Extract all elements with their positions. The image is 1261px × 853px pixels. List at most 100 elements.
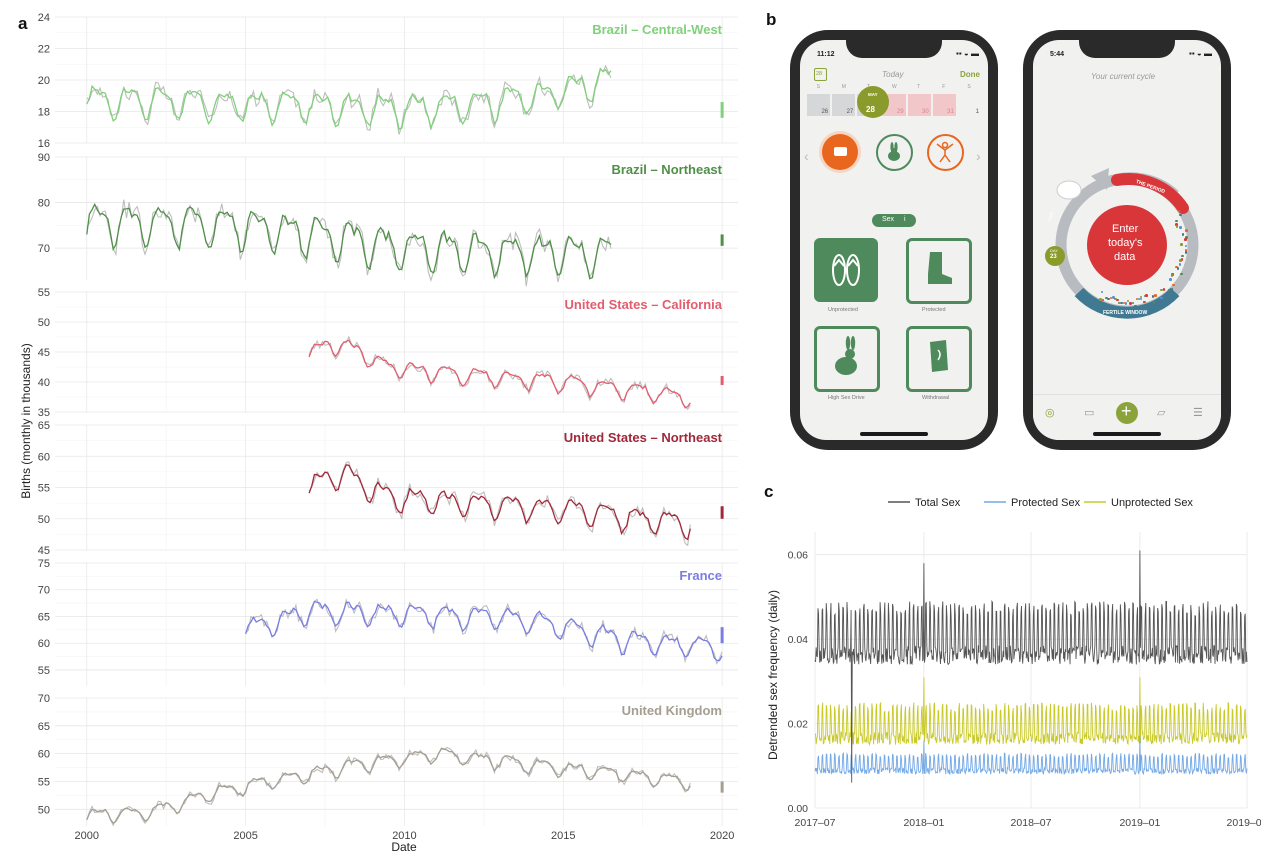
- facet-2: 35 40 45 50 55 United States – California: [38, 287, 738, 419]
- tab-chart-icon[interactable]: ▱: [1157, 407, 1166, 419]
- y-tick-label: 70: [38, 585, 50, 597]
- y-tick-label: 65: [38, 420, 50, 432]
- date-row: 26 27 28 29 30 31 1: [806, 94, 982, 118]
- y-tick-label: 55: [38, 483, 50, 495]
- y-tick-label: 50: [38, 317, 50, 329]
- range-bar: [720, 102, 724, 118]
- calendar-day-number: 30: [922, 109, 929, 115]
- calendar-day-cell[interactable]: 31: [932, 94, 956, 116]
- symptom-dot: [1169, 278, 1172, 281]
- option-withdrawal-tile[interactable]: [906, 326, 972, 392]
- weekday-row: SMTWTFS: [806, 84, 982, 94]
- calendar-day-number: 27: [846, 109, 854, 115]
- option-protected-tile[interactable]: [906, 238, 972, 304]
- category-activity-icon[interactable]: [927, 134, 964, 171]
- series-observed: [308, 461, 691, 547]
- section-pill[interactable]: [872, 214, 916, 227]
- symptom-dot: [1160, 296, 1163, 300]
- y-tick-label: 60: [38, 638, 50, 650]
- symptom-dot: [1122, 301, 1125, 304]
- range-bar: [720, 627, 724, 644]
- today-badge[interactable]: [857, 86, 889, 118]
- calendar-day-number: 26: [821, 109, 829, 115]
- home-indicator-2: [1093, 432, 1161, 436]
- symptom-dot: [1184, 251, 1188, 254]
- day-badge-num: 23: [1050, 254, 1057, 260]
- category-sexdrive-icon[interactable]: [876, 134, 913, 171]
- center-text-line3[interactable]: data: [1114, 251, 1136, 263]
- weekday-label: W: [892, 84, 897, 90]
- calendar-day-cell[interactable]: 1: [957, 94, 981, 116]
- calendar-icon[interactable]: [814, 68, 827, 81]
- panel-a-label: a: [18, 14, 28, 33]
- panel-b-label: b: [766, 10, 777, 29]
- tab-list-icon[interactable]: ☰: [1193, 407, 1203, 419]
- y-tick-label: 50: [38, 514, 50, 526]
- symptom-dot: [1105, 296, 1108, 300]
- symptom-dot: [1134, 304, 1137, 307]
- rabbit-icon: [835, 336, 857, 375]
- person-icon: [936, 141, 954, 163]
- home-indicator: [860, 432, 928, 436]
- phone-2-notch: [1079, 38, 1175, 58]
- y-tick-label: 0.04: [788, 634, 809, 646]
- calendar-day-cell[interactable]: 26: [807, 94, 831, 116]
- day-badge[interactable]: [1045, 246, 1065, 266]
- header-title: Today: [882, 70, 904, 79]
- y-tick-label: 80: [38, 198, 50, 210]
- x-tick-label: 2018–07: [1011, 817, 1052, 829]
- facet-4: 55 60 65 70 75 France: [38, 558, 738, 686]
- symptom-dot: [1184, 238, 1187, 241]
- symptom-dot: [1180, 272, 1183, 276]
- symptom-dot: [1131, 302, 1134, 305]
- symptom-dot: [1179, 213, 1182, 217]
- weekday-label: S: [967, 84, 971, 90]
- symptom-dot: [1160, 288, 1163, 292]
- symptom-dot: [1117, 301, 1121, 305]
- facet-3: 45 50 55 60 65 United States – Northeast: [38, 420, 738, 557]
- status-signal-icon: ▪▪ ◒ ▬: [956, 49, 979, 58]
- center-text-line1[interactable]: Enter: [1112, 223, 1139, 235]
- y-tick-label: 55: [38, 665, 50, 677]
- tab-calendar-icon[interactable]: ▭: [1084, 407, 1095, 419]
- add-entry-button[interactable]: [1116, 402, 1138, 424]
- x-tick-label: 2018–01: [903, 817, 944, 829]
- symptom-dot: [1127, 300, 1130, 303]
- calendar-day-cell[interactable]: 30: [907, 94, 931, 116]
- chevron-left-icon[interactable]: ‹: [804, 148, 809, 164]
- option-protected-label: Protected: [922, 307, 946, 313]
- symptom-dot: [1143, 294, 1146, 297]
- rabbit-icon-small: [888, 142, 900, 161]
- weekday-label: M: [841, 84, 846, 90]
- weekday-label: F: [942, 84, 946, 90]
- tab-cycle-icon[interactable]: ◎: [1045, 407, 1055, 419]
- done-button[interactable]: Done: [960, 70, 980, 79]
- section-pill-info: i: [904, 216, 906, 223]
- symptom-dot: [1124, 302, 1128, 305]
- x-tick-label: 2010: [392, 830, 416, 842]
- calendar-day-cell[interactable]: 27: [832, 94, 856, 116]
- symptom-dot: [1181, 233, 1185, 236]
- symptom-dot: [1116, 298, 1119, 301]
- facet-title: Brazil – Northeast: [611, 162, 722, 177]
- y-tick-label: 35: [38, 407, 50, 419]
- day-badge-top: DAY: [1050, 248, 1058, 253]
- facet-title: Brazil – Central-West: [592, 22, 722, 37]
- symptom-dot: [1184, 249, 1188, 252]
- symptom-dot: [1180, 243, 1183, 246]
- range-bar: [720, 506, 724, 519]
- chevron-right-icon[interactable]: ›: [976, 148, 981, 164]
- symptom-dot: [1151, 295, 1155, 298]
- y-axis-label: Births (monthly in thousands): [19, 343, 33, 498]
- symptom-dot: [1100, 291, 1104, 294]
- y-tick-label: 0.06: [788, 550, 809, 562]
- y-tick-label: 65: [38, 611, 50, 623]
- y-tick-label: 45: [38, 545, 50, 557]
- flipflops-icon: [832, 254, 860, 286]
- legend-label: Total Sex: [915, 497, 961, 509]
- y-tick-label: 20: [38, 75, 50, 87]
- symptom-dot: [1175, 223, 1178, 226]
- option-highdrive-tile[interactable]: [814, 326, 880, 392]
- center-text-line2[interactable]: today's: [1108, 237, 1143, 249]
- symptom-dot: [1145, 294, 1148, 297]
